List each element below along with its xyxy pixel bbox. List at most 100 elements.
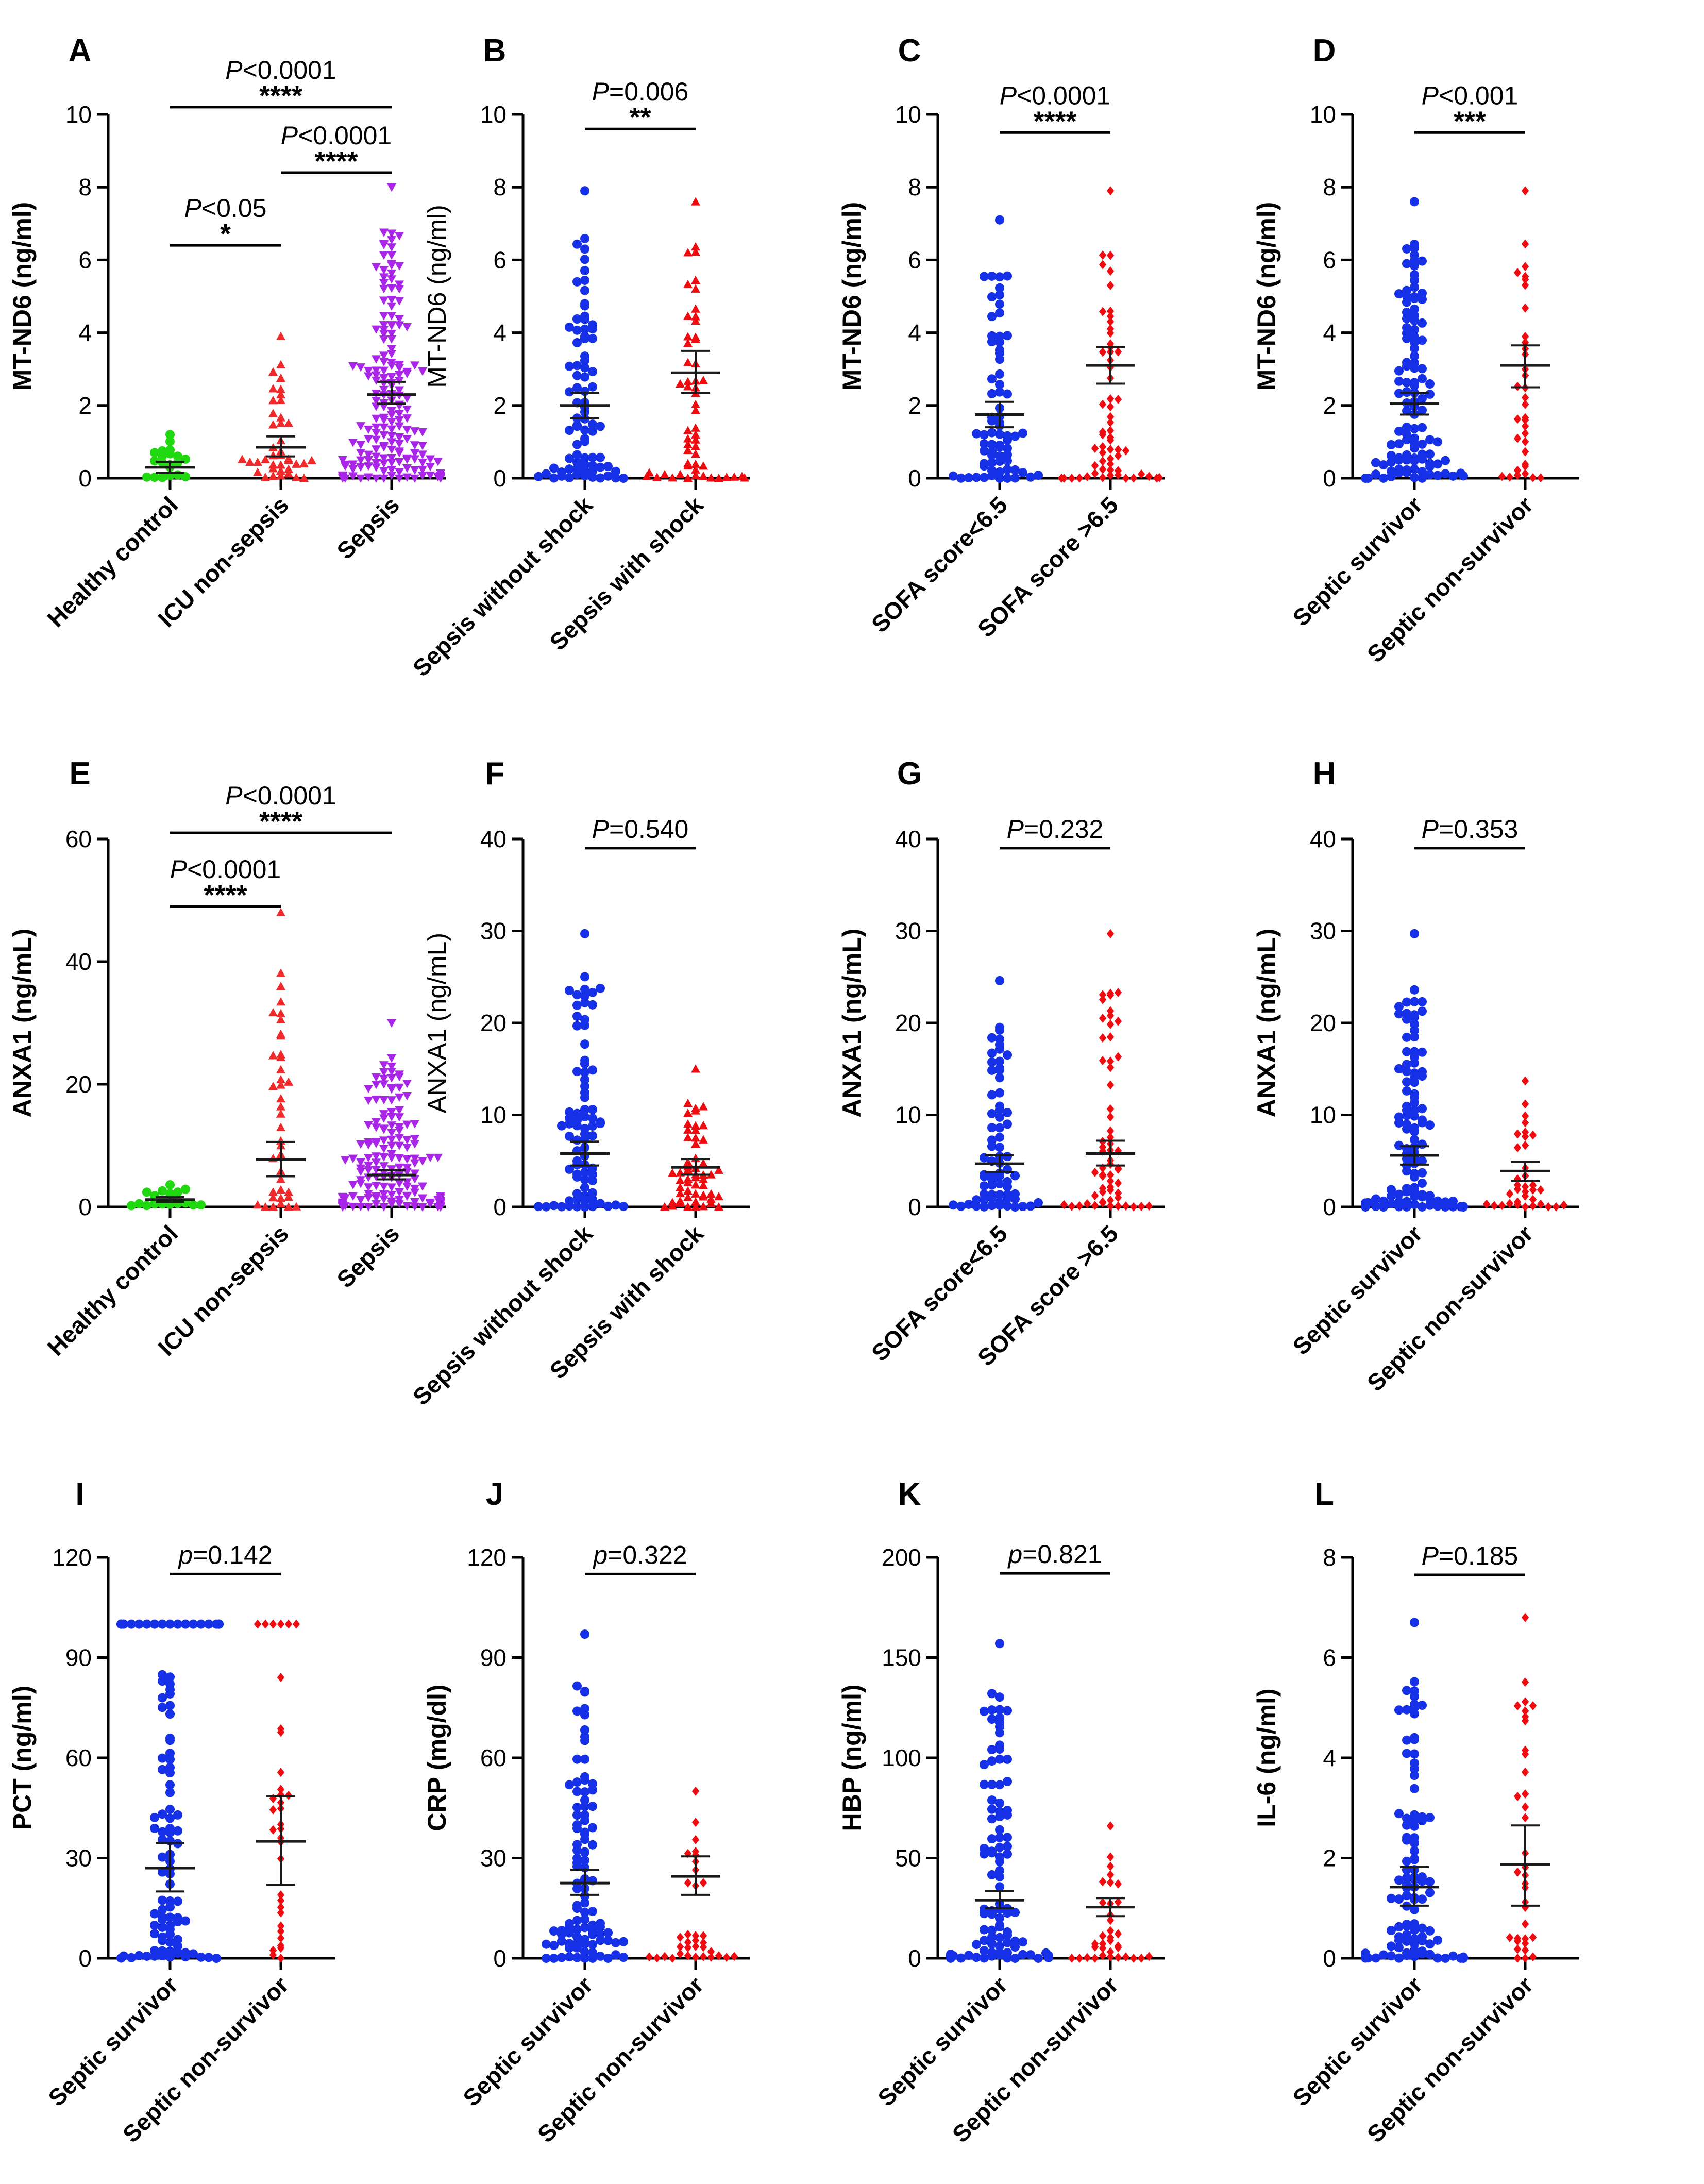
data-point	[387, 1190, 396, 1200]
data-point	[387, 1129, 396, 1137]
data-point	[277, 1953, 285, 1963]
data-point	[372, 1182, 381, 1190]
data-point	[387, 275, 396, 284]
data-point	[1410, 325, 1419, 334]
y-tick-label: 0	[493, 465, 507, 492]
data-point	[691, 247, 700, 256]
data-point	[1129, 473, 1138, 483]
data-point	[580, 1754, 589, 1764]
data-point	[1402, 450, 1411, 460]
y-tick-label: 8	[78, 174, 92, 200]
data-point	[676, 1183, 685, 1191]
data-point	[580, 1787, 589, 1797]
data-point	[1099, 1055, 1107, 1065]
data-point	[611, 1200, 620, 1210]
data-point	[1402, 1197, 1411, 1206]
data-point	[1418, 405, 1427, 415]
data-point	[1106, 1011, 1115, 1020]
data-point	[395, 297, 404, 306]
data-point	[276, 1122, 285, 1131]
data-point	[165, 1912, 175, 1922]
data-point	[980, 1779, 989, 1789]
data-point	[1441, 1953, 1450, 1963]
data-point	[372, 1096, 381, 1104]
data-point	[572, 469, 582, 479]
data-point	[173, 1810, 182, 1820]
data-point	[580, 1907, 589, 1917]
data-point	[542, 1953, 551, 1963]
data-point	[158, 1809, 167, 1819]
data-point	[276, 418, 285, 427]
data-point	[276, 1065, 285, 1073]
data-point	[150, 473, 159, 482]
data-point	[1394, 376, 1404, 386]
data-point	[987, 1834, 997, 1844]
data-point	[395, 232, 404, 241]
data-point	[588, 1121, 597, 1131]
data-point	[181, 1184, 190, 1194]
data-point	[1003, 1201, 1012, 1211]
data-point	[1418, 318, 1427, 328]
y-tick-label: 200	[882, 1544, 921, 1571]
p-letter: P	[1422, 815, 1439, 844]
data-point	[410, 1159, 419, 1168]
data-point	[1418, 423, 1427, 432]
data-point	[418, 458, 427, 467]
data-point	[379, 1114, 389, 1123]
data-point	[1418, 1156, 1427, 1166]
data-point	[1418, 1115, 1427, 1125]
data-point	[165, 1780, 175, 1790]
data-point	[1106, 1170, 1115, 1180]
data-point	[276, 1009, 285, 1018]
data-point	[1003, 1754, 1012, 1764]
data-point	[1418, 256, 1427, 266]
data-point	[387, 1183, 396, 1192]
data-point	[691, 1133, 700, 1142]
data-point	[580, 453, 589, 463]
data-point	[402, 464, 412, 473]
data-point	[158, 1670, 167, 1679]
data-point	[212, 1953, 221, 1963]
data-point	[173, 1896, 182, 1906]
data-point	[395, 440, 404, 448]
data-point	[580, 1196, 589, 1206]
data-point	[268, 1192, 278, 1202]
data-point	[1402, 1705, 1411, 1715]
y-tick-label: 10	[65, 101, 92, 128]
data-point	[572, 1067, 582, 1077]
data-point	[402, 414, 412, 423]
data-point	[142, 1619, 151, 1629]
data-point	[980, 1936, 989, 1945]
data-point	[379, 413, 389, 422]
data-point	[1402, 1833, 1411, 1842]
data-point	[1425, 390, 1435, 399]
y-tick-label: 0	[908, 465, 921, 492]
panel-letter: J	[486, 1476, 503, 1512]
data-point	[395, 315, 404, 324]
data-point	[1513, 1936, 1522, 1946]
data-point	[1410, 243, 1419, 253]
data-point	[1441, 1197, 1450, 1207]
data-point	[1099, 260, 1107, 270]
data-point	[276, 968, 285, 977]
data-point	[987, 271, 997, 281]
data-point	[418, 1203, 427, 1212]
data-point	[572, 458, 582, 467]
data-point	[1425, 470, 1435, 480]
data-point	[572, 1916, 582, 1925]
data-point	[572, 1787, 582, 1796]
data-point	[268, 1051, 278, 1060]
data-point	[1402, 1060, 1411, 1069]
p-letter: p	[177, 1540, 193, 1569]
data-point	[1410, 456, 1419, 466]
data-point	[150, 1823, 159, 1833]
data-point	[1379, 460, 1388, 470]
data-point	[588, 1840, 597, 1850]
data-point	[1418, 335, 1427, 345]
data-point	[1106, 328, 1115, 338]
p-value-label: P<0.0001	[225, 781, 336, 810]
data-point	[372, 263, 381, 272]
data-point	[1114, 1897, 1122, 1907]
y-tick-label: 4	[908, 320, 921, 346]
